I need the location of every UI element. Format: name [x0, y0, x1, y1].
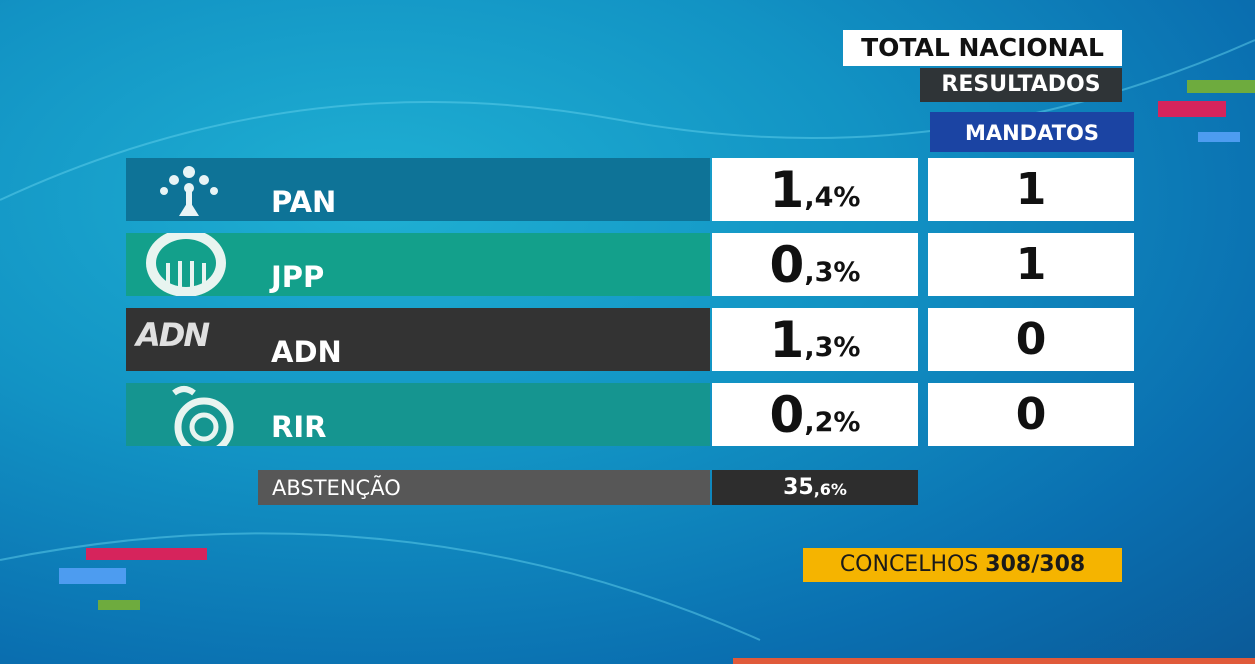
- footer-label: CONCELHOS: [839, 552, 979, 577]
- percent-cell: 0,3%: [712, 233, 918, 296]
- abstention-value: 35,6%: [712, 470, 918, 505]
- party-row: RIR: [126, 383, 710, 446]
- footer: CONCELHOS 308/308: [803, 548, 1122, 582]
- party-logo: [160, 166, 218, 216]
- percent-cell: 0,2%: [712, 383, 918, 446]
- footer-value: 308/308: [985, 552, 1086, 577]
- seats-heading: MANDATOS: [930, 112, 1134, 152]
- percent-cell: 1,4%: [712, 158, 918, 221]
- party-row: JPP: [126, 233, 710, 296]
- party-logo: [146, 233, 226, 296]
- party-logo: [172, 386, 234, 446]
- party-row: PAN: [126, 158, 710, 221]
- party-logo: ADN: [136, 316, 210, 354]
- party-name: PAN: [271, 185, 337, 219]
- subtitle: RESULTADOS: [920, 68, 1122, 102]
- seats-cell: 1: [928, 233, 1134, 296]
- party-name: JPP: [271, 260, 325, 294]
- party-name: RIR: [271, 410, 327, 444]
- party-name: ADN: [271, 335, 342, 369]
- abstention-label: ABSTENÇÃO: [258, 470, 710, 505]
- percent-cell: 1,3%: [712, 308, 918, 371]
- party-row: ADN ADN: [126, 308, 710, 371]
- seats-cell: 0: [928, 308, 1134, 371]
- seats-cell: 0: [928, 383, 1134, 446]
- seats-cell: 1: [928, 158, 1134, 221]
- title: TOTAL NACIONAL: [843, 30, 1122, 66]
